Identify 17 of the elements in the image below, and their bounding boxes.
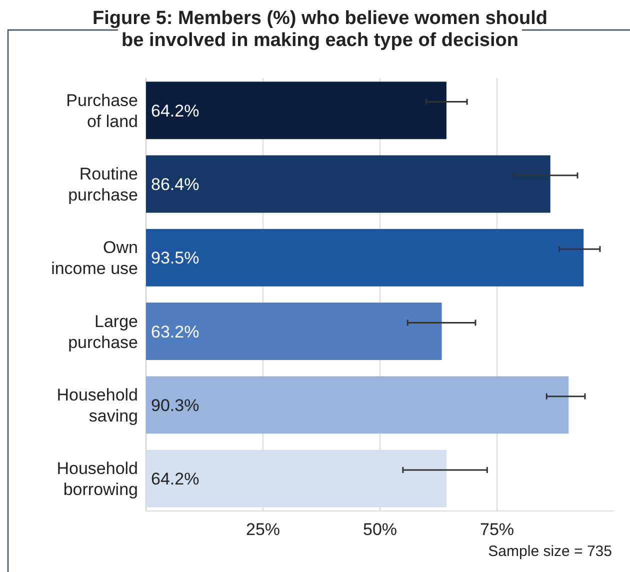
- data-label: 93.5%: [151, 248, 200, 268]
- data-label: 63.2%: [151, 322, 200, 342]
- y-tick-label: Household borrowing: [56, 459, 138, 500]
- y-tick-label: Purchase of land: [66, 90, 138, 131]
- x-tick-label: 50%: [362, 520, 398, 539]
- data-label: 90.3%: [151, 396, 200, 415]
- x-tick-label: 25%: [246, 520, 280, 539]
- y-tick-label: Large purchase: [68, 312, 138, 352]
- data-label: 64.2%: [151, 470, 200, 489]
- data-label: 86.4%: [151, 174, 200, 194]
- y-tick-label: Household saving: [56, 385, 138, 426]
- text: Sample size = 735: [488, 543, 612, 560]
- data-label: 64.2%: [151, 101, 200, 120]
- x-tick-label: 75%: [480, 520, 514, 539]
- y-tick-label: Own income use: [51, 238, 138, 278]
- chart-title: Figure 5: Members (%) who believe women should be involved in making each type of decision: [92, 8, 548, 51]
- y-tick-label: Routine purchase: [68, 164, 138, 204]
